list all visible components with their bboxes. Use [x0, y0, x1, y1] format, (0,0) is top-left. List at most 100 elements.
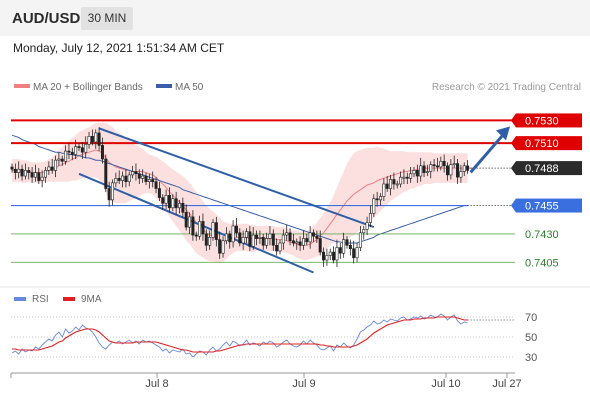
level-label-pointer	[511, 113, 516, 128]
candle-body	[111, 182, 115, 201]
candle-body	[298, 241, 302, 246]
x-axis-tick-label: Jul 9	[292, 378, 315, 390]
candle-body	[178, 202, 182, 209]
support-level-label: 0.7430	[525, 229, 559, 241]
candle-body	[94, 132, 98, 143]
level-label-box	[516, 136, 582, 151]
candle-body	[442, 160, 446, 167]
candle-body	[37, 172, 41, 181]
candle-body	[131, 171, 135, 176]
datetime-label: Monday, July 12, 2021 1:51:34 AM CET	[13, 41, 225, 55]
candle-body	[74, 146, 78, 155]
candle-body	[419, 165, 423, 177]
candle-body	[462, 165, 466, 172]
channel-upper-line	[98, 127, 375, 229]
candle-body	[97, 132, 101, 146]
forecast-arrow-shaft	[469, 130, 508, 174]
candle-body	[305, 238, 309, 243]
bollinger-legend-label: MA 20 + Bollinger Bands	[33, 82, 143, 93]
candle-body	[372, 198, 376, 214]
candle-body	[194, 234, 198, 237]
candle-body	[234, 225, 238, 234]
candle-body	[127, 174, 131, 183]
timeframe-button[interactable]: 30 MIN	[81, 7, 133, 30]
candle-body	[422, 165, 426, 173]
ma50-legend-label: MA 50	[175, 82, 204, 93]
candle-body	[60, 158, 64, 162]
x-axis-tick-label: Jul 8	[145, 378, 168, 390]
candle-body	[449, 164, 453, 176]
level-label: 0.7530	[525, 115, 559, 127]
candle-body	[54, 159, 58, 171]
candle-body	[117, 178, 121, 181]
ma9-legend-swatch	[63, 297, 75, 301]
candle-body	[311, 232, 315, 237]
candle-body	[435, 165, 439, 168]
candle-body	[124, 175, 128, 183]
rsi-tick-label: 70	[525, 312, 537, 324]
bollinger-band-area	[12, 122, 468, 264]
candle-body	[445, 165, 449, 176]
candle-body	[301, 238, 305, 246]
candle-body	[77, 146, 81, 148]
candle-body	[345, 239, 349, 246]
candle-body	[385, 183, 389, 189]
rsi-tick-label: 30	[525, 352, 537, 364]
rsi-legend-label: RSI	[32, 294, 49, 305]
candle-body	[151, 179, 155, 183]
candle-body	[204, 233, 208, 246]
credit-label: Research © 2021 Trading Central	[432, 82, 581, 93]
candle-body	[171, 198, 175, 209]
candle-body	[258, 237, 262, 239]
level-label-box	[516, 113, 582, 128]
candle-body	[10, 166, 14, 170]
level-label: 0.7488	[525, 163, 559, 175]
candle-body	[90, 136, 94, 143]
candle-body	[141, 175, 145, 179]
x-axis-tick-label: Jul 10	[431, 378, 460, 390]
candle-body	[402, 176, 406, 179]
candle-body	[452, 163, 456, 165]
candle-body	[191, 216, 195, 236]
ma9-legend-label: 9MA	[81, 294, 102, 305]
forecast-arrowhead	[496, 126, 510, 141]
candle-body	[17, 168, 21, 173]
candle-body	[27, 170, 31, 173]
candle-body	[33, 172, 37, 178]
candle-body	[291, 240, 295, 244]
candle-body	[308, 232, 312, 243]
candle-body	[218, 239, 222, 254]
candle-body	[429, 164, 433, 172]
candle-body	[208, 237, 212, 246]
candle-body	[338, 247, 342, 254]
x-axis-tick-label: Jul 27	[492, 378, 521, 390]
candle-body	[43, 170, 47, 178]
candle-body	[335, 247, 339, 261]
candle-body	[425, 171, 429, 173]
candle-body	[322, 251, 326, 261]
candle-body	[378, 196, 382, 201]
candle-body	[399, 176, 403, 185]
candle-body	[382, 183, 386, 197]
candle-body	[332, 251, 336, 261]
candle-body	[432, 164, 436, 167]
candle-body	[164, 195, 168, 204]
candle-body	[439, 160, 443, 168]
candle-body	[23, 170, 27, 177]
candle-body	[358, 232, 362, 248]
candle-body	[100, 145, 104, 160]
candle-body	[188, 216, 192, 228]
candle-body	[466, 165, 470, 171]
candle-body	[412, 170, 416, 175]
candle-body	[13, 168, 17, 173]
candle-body	[87, 136, 91, 145]
candle-body	[348, 244, 352, 249]
candle-body	[50, 166, 54, 171]
rsi-line	[11, 313, 468, 358]
candle-body	[198, 221, 202, 237]
candle-body	[121, 175, 125, 181]
candle-body	[174, 198, 178, 209]
candle-body	[392, 179, 396, 185]
candle-body	[80, 147, 84, 153]
